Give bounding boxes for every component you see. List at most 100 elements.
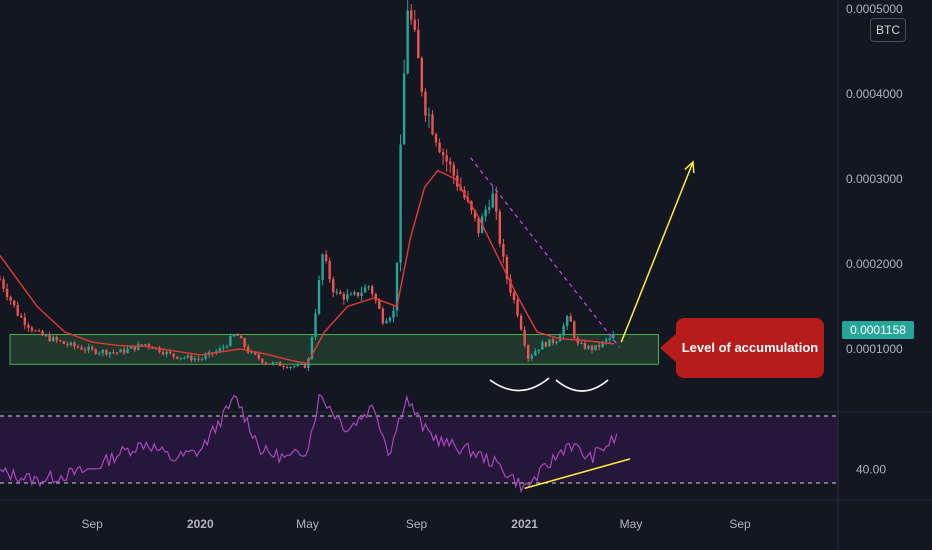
candle-body — [491, 193, 494, 208]
candle-body — [431, 114, 434, 135]
candle-body — [69, 342, 73, 346]
candle-body — [363, 287, 367, 293]
rsi-pane-band — [0, 416, 838, 483]
candle-body — [544, 342, 548, 347]
candle-body — [218, 348, 221, 352]
candle-body — [395, 262, 399, 311]
candle-body — [441, 152, 445, 156]
price-axis-label: 0.0005000 — [846, 2, 903, 16]
candle-body — [12, 300, 16, 306]
candle-body — [324, 254, 328, 262]
candle-body — [105, 350, 108, 355]
candle-body — [0, 279, 2, 281]
candle-body — [526, 345, 530, 359]
candle-body — [594, 345, 597, 351]
candle-body — [243, 338, 246, 347]
candle-body — [438, 142, 441, 153]
price-axis-label: 0.0003000 — [846, 172, 903, 186]
last-price-tag: 0.0001158 — [842, 321, 914, 339]
candle-body — [314, 313, 317, 337]
candle-body — [367, 286, 370, 288]
candle-body — [140, 344, 143, 346]
time-axis-label: 2021 — [511, 517, 538, 531]
currency-badge[interactable]: BTC — [870, 18, 906, 42]
candle-body — [9, 297, 12, 301]
candle-body — [502, 243, 505, 257]
projection-arrow-head — [684, 160, 695, 174]
rsi-line — [0, 393, 618, 494]
candle-body — [399, 144, 402, 263]
candle-body — [413, 19, 416, 30]
candle-body — [179, 357, 182, 359]
candle-body — [509, 279, 512, 293]
candle-body — [402, 73, 406, 145]
candle-body — [332, 279, 335, 293]
candle-body — [108, 352, 112, 355]
candle-body — [122, 349, 126, 353]
candle-body — [186, 355, 190, 358]
candle-body — [473, 210, 477, 219]
candle-body — [55, 337, 58, 341]
candle-body — [381, 308, 385, 324]
candle-body — [112, 352, 115, 354]
candle-body — [76, 346, 80, 348]
candle-body — [115, 352, 119, 354]
candle-body — [87, 347, 90, 351]
candle-body — [328, 261, 331, 280]
candle-body — [73, 342, 76, 347]
price-axis-label: 0.0001000 — [846, 342, 903, 356]
accumulation-callout: Level of accumulation — [676, 318, 824, 378]
time-axis-label: May — [620, 517, 643, 531]
candle-body — [573, 321, 576, 338]
candle-body — [80, 347, 83, 350]
candle-body — [303, 363, 307, 368]
candle-body — [183, 357, 186, 359]
candle-body — [410, 10, 413, 20]
candle-body — [66, 343, 69, 346]
candle-body — [172, 353, 175, 357]
candle-body — [250, 351, 253, 353]
callout-pointer — [660, 332, 678, 364]
candle-body — [534, 351, 537, 356]
candle-body — [427, 114, 431, 116]
candle-body — [555, 341, 558, 344]
candle-body — [197, 358, 200, 360]
candle-body — [353, 292, 356, 295]
candle-body — [232, 334, 236, 337]
candle-body — [484, 209, 487, 217]
downtrend-line — [470, 157, 620, 348]
candle-body — [516, 299, 519, 316]
time-axis-label: Sep — [406, 517, 428, 531]
candle-body — [236, 334, 239, 337]
candle-body — [261, 358, 264, 363]
candle-body — [34, 330, 37, 332]
candle-body — [590, 345, 594, 351]
candle-body — [98, 352, 101, 354]
candle-body — [307, 358, 310, 368]
candle-body — [161, 352, 165, 355]
candle-body — [565, 316, 569, 326]
candle-body — [193, 358, 197, 361]
candle-body — [512, 292, 516, 300]
candle-body — [580, 342, 583, 344]
candle-body — [129, 346, 133, 349]
time-axis-label: Sep — [729, 517, 751, 531]
candle-body — [371, 286, 374, 294]
candle-body — [268, 363, 271, 365]
candle-body — [360, 292, 363, 297]
candle-body — [264, 362, 268, 364]
candle-body — [278, 362, 282, 367]
candle-body — [342, 294, 346, 300]
candle-body — [59, 340, 62, 342]
candle-body — [225, 346, 229, 348]
candle-body — [356, 292, 360, 297]
candle-body — [424, 91, 427, 116]
candle-body — [612, 334, 615, 339]
projection-arrow-shaft — [620, 161, 694, 343]
candle-body — [604, 339, 608, 342]
candle-body — [41, 330, 44, 336]
candle-body — [2, 279, 5, 289]
candle-body — [62, 341, 66, 344]
candle-body — [537, 349, 541, 352]
